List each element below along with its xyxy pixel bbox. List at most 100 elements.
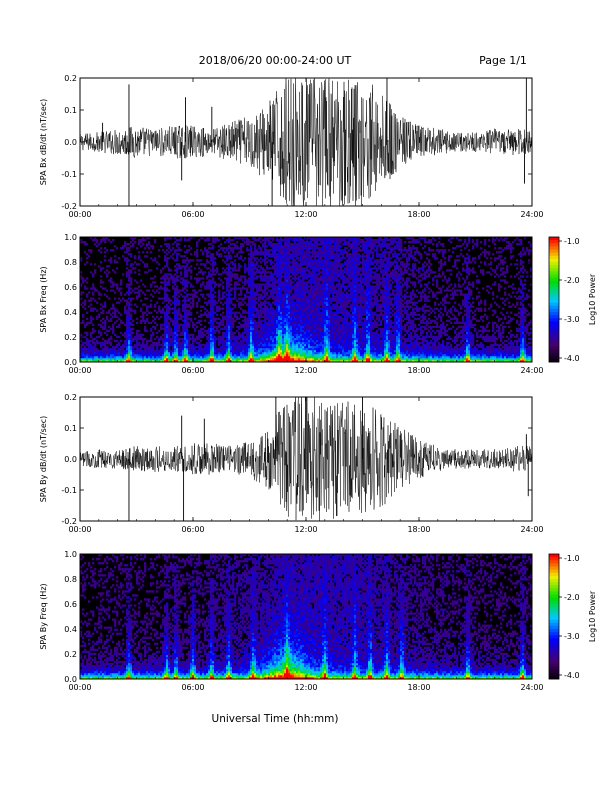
heatmap-cell (318, 287, 321, 290)
heatmap-cell (316, 307, 319, 310)
heatmap-cell (238, 287, 241, 290)
heatmap-cell (280, 325, 283, 329)
heatmap-cell (90, 251, 93, 254)
heatmap-cell (286, 325, 289, 329)
heatmap-cell (266, 329, 269, 333)
heatmap-cell (320, 319, 323, 322)
heatmap-cell (314, 351, 317, 355)
heatmap-cell (228, 271, 231, 274)
heatmap-cell (258, 303, 261, 306)
heatmap-cell (230, 353, 233, 357)
heatmap-cell (126, 339, 129, 343)
heatmap-cell (298, 279, 301, 282)
heatmap-cell (114, 357, 117, 361)
heatmap-cell (186, 259, 189, 262)
heatmap-cell (192, 323, 195, 327)
heatmap-cell (244, 287, 247, 290)
heatmap-cell (284, 237, 287, 240)
heatmap-cell (282, 263, 285, 266)
heatmap-cell (260, 283, 263, 286)
heatmap-cell (200, 359, 203, 363)
heatmap-cell (278, 349, 281, 353)
heatmap-cell (270, 357, 273, 361)
heatmap-cell (314, 359, 317, 363)
heatmap-cell (316, 325, 319, 329)
heatmap-cell (310, 319, 313, 322)
heatmap-cell (310, 245, 313, 248)
heatmap-cell (102, 353, 105, 357)
heatmap-cell (320, 321, 323, 324)
heatmap-cell (324, 253, 327, 256)
heatmap-cell (322, 345, 325, 349)
heatmap-cell (158, 343, 161, 347)
heatmap-cell (84, 359, 87, 363)
heatmap-cell (266, 261, 269, 264)
heatmap-cell (280, 279, 283, 282)
heatmap-cell (274, 359, 277, 363)
heatmap-cell (308, 293, 311, 296)
heatmap-cell (146, 245, 149, 248)
heatmap-cell (282, 303, 285, 306)
heatmap-cell (94, 329, 97, 333)
heatmap-cell (222, 237, 225, 240)
heatmap-cell (266, 297, 269, 300)
heatmap-cell (160, 309, 163, 312)
heatmap-cell (262, 343, 265, 347)
heatmap-cell (104, 255, 107, 258)
heatmap-cell (126, 267, 129, 270)
heatmap-cell (308, 317, 311, 320)
heatmap-cell (272, 315, 275, 318)
heatmap-cell (146, 237, 149, 240)
heatmap-cell (258, 289, 261, 292)
heatmap-cell (234, 291, 237, 294)
heatmap-cell (162, 351, 165, 355)
heatmap-cell (136, 297, 139, 300)
heatmap-cell (322, 305, 325, 308)
heatmap-cell (288, 243, 291, 246)
heatmap-cell (312, 273, 315, 276)
heatmap-cell (174, 269, 177, 272)
heatmap-cell (120, 291, 123, 294)
heatmap-cell (296, 249, 299, 252)
heatmap-cell (310, 323, 313, 327)
heatmap-cell (280, 329, 283, 333)
heatmap-cell (166, 349, 169, 353)
heatmap-cell (164, 327, 167, 331)
heatmap-cell (322, 245, 325, 248)
heatmap-cell (146, 355, 149, 359)
heatmap-cell (260, 329, 263, 333)
heatmap-cell (262, 289, 265, 292)
heatmap-cell (278, 357, 281, 361)
heatmap-cell (314, 251, 317, 254)
heatmap-cell (310, 333, 313, 337)
heatmap-cell (172, 345, 175, 349)
heatmap-cell (242, 339, 245, 343)
heatmap-cell (104, 359, 107, 363)
heatmap-cell (222, 333, 225, 337)
heatmap-cell (142, 319, 145, 322)
heatmap-cell (188, 239, 191, 242)
heatmap-cell (140, 345, 143, 349)
heatmap-cell (294, 357, 297, 361)
heatmap-cell (308, 249, 311, 252)
heatmap-cell (274, 313, 277, 316)
heatmap-cell (168, 299, 171, 302)
heatmap-cell (208, 279, 211, 282)
heatmap-cell (288, 353, 291, 357)
heatmap-cell (286, 281, 289, 284)
heatmap-cell (192, 345, 195, 349)
heatmap-cell (274, 299, 277, 302)
heatmap-cell (278, 343, 281, 347)
heatmap-cell (236, 237, 239, 240)
heatmap-cell (288, 283, 291, 286)
heatmap-cell (82, 359, 85, 363)
heatmap-cell (258, 351, 261, 355)
heatmap-cell (260, 315, 263, 318)
heatmap-cell (292, 325, 295, 329)
heatmap-cell (200, 319, 203, 322)
heatmap-cell (254, 267, 257, 270)
heatmap-cell (322, 285, 325, 288)
heatmap-cell (112, 239, 115, 242)
heatmap-cell (292, 287, 295, 290)
heatmap-cell (144, 347, 147, 351)
